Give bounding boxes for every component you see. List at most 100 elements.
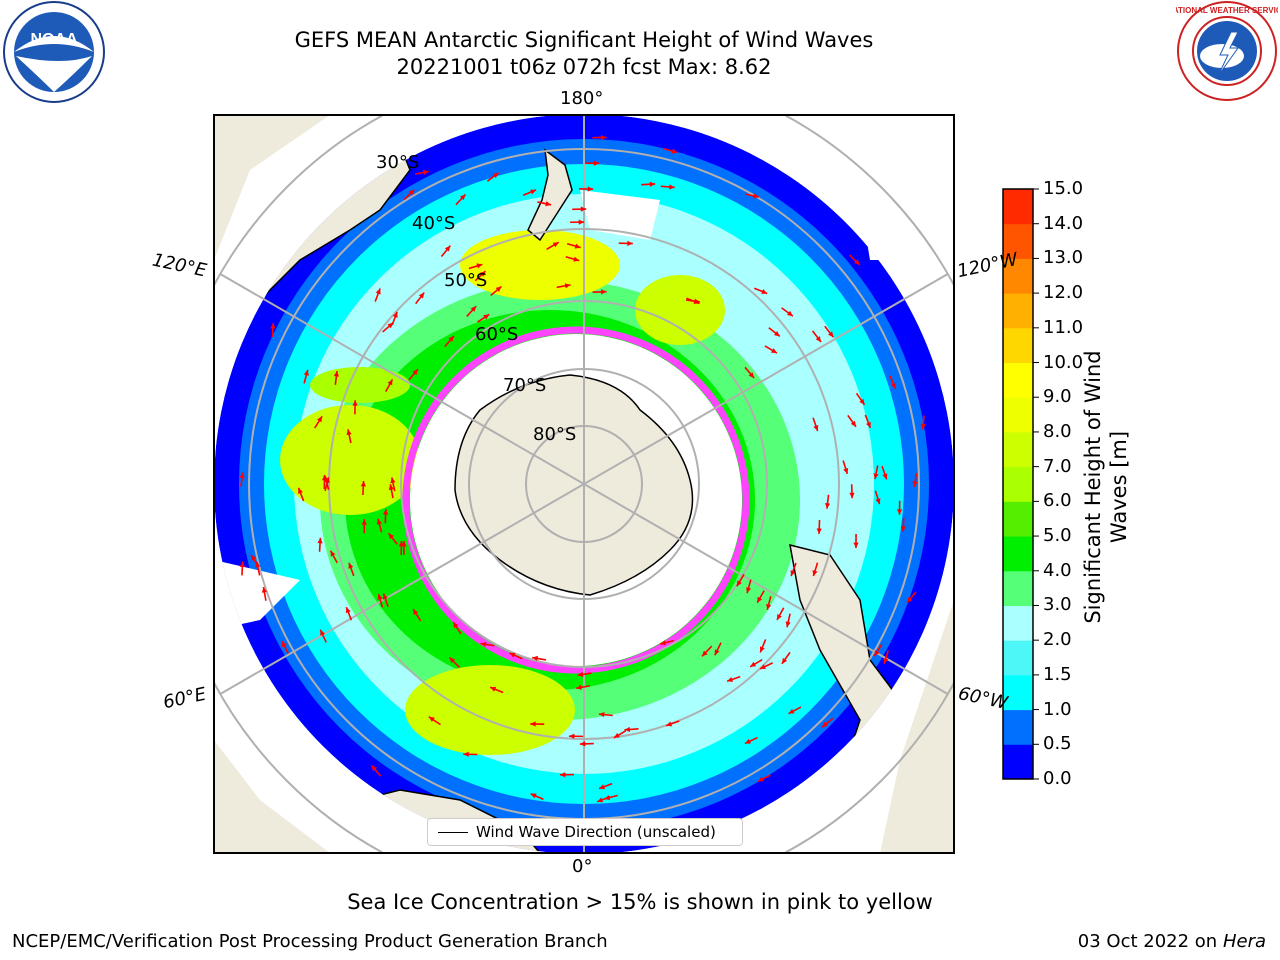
- colorbar-segment: [1003, 293, 1033, 329]
- wind-arrow-head: [321, 474, 328, 481]
- colorbar-tick-label: 0.0: [1043, 768, 1072, 789]
- colorbar-tick-label: 15.0: [1043, 178, 1084, 199]
- wind-arrow-head: [577, 671, 584, 677]
- meridian-line: [583, 273, 949, 485]
- colorbar-segment: [1003, 466, 1033, 502]
- wind-arrow-head: [813, 425, 819, 431]
- wind-arrow-head: [377, 593, 383, 600]
- wind-arrow-head: [449, 657, 456, 664]
- wind-arrow-head: [613, 732, 620, 738]
- wind-arrow-head: [627, 240, 633, 247]
- wind-arrow-head: [785, 621, 791, 628]
- wind-arrow-head: [298, 487, 303, 494]
- wind-arrow-head: [375, 288, 381, 295]
- colorbar-tick-label: 2.0: [1043, 629, 1072, 651]
- noaa-logo-icon: NOAA: [3, 1, 105, 103]
- colorbar-tick-label: 0.5: [1043, 733, 1072, 755]
- wind-arrow-head: [492, 172, 499, 179]
- wind-arrow-head: [390, 477, 396, 484]
- wind-arrow-head: [853, 542, 859, 549]
- map-title: GEFS MEAN Antarctic Significant Height o…: [294, 28, 874, 52]
- wind-arrow-head: [383, 509, 389, 515]
- wind-arrow-head: [448, 335, 454, 342]
- wind-arrow-head: [812, 570, 818, 577]
- colorbar-tick-label: 9.0: [1043, 386, 1072, 408]
- wind-arrow-head: [387, 379, 393, 386]
- lon-label-180: 180°: [560, 88, 604, 109]
- wind-arrow-head: [599, 784, 606, 790]
- wind-arrow-head: [568, 733, 575, 739]
- wind-arrow-head: [320, 629, 326, 636]
- wind-arrow-head: [744, 738, 751, 744]
- wind-arrow-head: [444, 245, 451, 252]
- wind-arrow-head: [890, 382, 896, 389]
- wind-arrow-head: [593, 160, 600, 166]
- wind-arrow-head: [850, 420, 857, 427]
- wind-arrow-head: [412, 369, 418, 375]
- sea-ice-ring: [402, 326, 750, 674]
- wind-arrow-head: [875, 498, 881, 505]
- map-frame: [213, 114, 955, 854]
- colorbar-tick-label: 3.0: [1043, 594, 1072, 616]
- wind-arrow-head: [760, 664, 767, 669]
- wind-arrow-head: [824, 503, 831, 509]
- wind-arrow-head: [671, 148, 678, 154]
- wind-arrow-head: [790, 570, 796, 577]
- lat-label-60s: 60°S: [475, 324, 519, 345]
- wind-arrow-head: [251, 554, 257, 561]
- wind-arrow-head: [859, 398, 865, 405]
- colorbar-tick-label: 1.0: [1043, 698, 1072, 720]
- wind-arrow-head: [574, 243, 581, 249]
- wind-arrow-head: [752, 193, 759, 199]
- colorbar-segment: [1003, 431, 1033, 468]
- wind-arrow-head: [270, 323, 276, 329]
- colorbar-tick-label: 7.0: [1043, 455, 1072, 477]
- wind-arrow-head: [348, 562, 354, 569]
- wind-arrow-head: [757, 596, 763, 603]
- wind-arrow-head: [781, 657, 788, 664]
- colorbar-tick-label: 12.0: [1043, 282, 1084, 304]
- wind-arrow-head: [883, 657, 889, 664]
- wind-arrow-head: [346, 429, 352, 436]
- wind-arrow-head: [900, 526, 906, 532]
- wind-arrow-head: [587, 186, 594, 192]
- wind-arrow-head: [453, 622, 459, 629]
- wind-arrow-head: [578, 219, 585, 225]
- colorbar-label-text: Significant Height of Wind Waves [m]: [1081, 350, 1131, 624]
- wind-arrow-head: [361, 519, 367, 525]
- wind-arrow-head: [693, 299, 700, 304]
- wind-arrow-head: [345, 607, 351, 614]
- wind-arrow-head: [773, 331, 780, 337]
- lat-label-50s: 50°S: [444, 270, 488, 291]
- wind-arrow-head: [873, 473, 879, 480]
- wind-arrow-head: [330, 550, 336, 557]
- wind-arrow-head: [530, 721, 536, 727]
- wind-arrow-head: [413, 609, 419, 616]
- wind-arrow-head: [261, 586, 267, 593]
- colorbar-tick-label: 8.0: [1043, 420, 1072, 442]
- wind-arrow-head: [418, 292, 425, 299]
- svg-text:NOAA: NOAA: [30, 31, 78, 48]
- colorbar-segment: [1003, 570, 1033, 606]
- wind-arrow-head: [770, 348, 777, 354]
- colorbar-tick-label: 5.0: [1043, 525, 1072, 547]
- wind-arrow-head: [912, 481, 918, 487]
- wind-arrow-head: [604, 795, 611, 801]
- wind-arrow-head: [600, 134, 607, 141]
- colorbar-segment: [1003, 258, 1033, 294]
- wind-arrow-head: [598, 711, 605, 718]
- colorbar-segment: [1003, 605, 1033, 641]
- colorbar-frame: [1002, 188, 1034, 780]
- wind-arrow-head: [597, 797, 604, 803]
- wind-arrow-head: [787, 310, 793, 317]
- lat-label-40s: 40°S: [412, 213, 456, 234]
- wind-arrow-head: [552, 242, 559, 248]
- wind-arrow-head: [463, 751, 469, 757]
- wind-arrow-head: [748, 372, 755, 379]
- wind-arrow-head: [239, 561, 245, 567]
- colorbar-segment: [1003, 397, 1033, 433]
- wind-arrow-head: [530, 793, 537, 799]
- antarctica-landmass: [454, 374, 694, 596]
- colorbar-segment: [1003, 744, 1033, 780]
- wind-arrow-head: [401, 540, 407, 547]
